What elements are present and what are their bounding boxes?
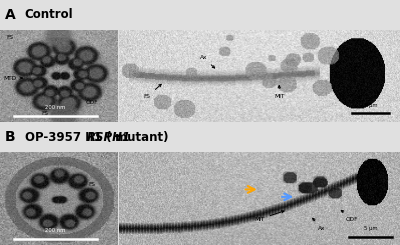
Text: B: B — [5, 130, 16, 145]
Text: 1 μm: 1 μm — [364, 103, 377, 108]
Text: Ax: Ax — [313, 218, 325, 231]
Text: A: A — [5, 8, 16, 22]
Text: ODF: ODF — [341, 210, 358, 221]
Text: MIT: MIT — [274, 86, 284, 99]
Text: MIT: MIT — [254, 211, 284, 221]
Text: OP-3957 II1 (: OP-3957 II1 ( — [25, 131, 111, 144]
Text: FS: FS — [88, 182, 96, 187]
Text: 200 nm: 200 nm — [45, 105, 66, 110]
Text: MTD: MTD — [3, 75, 22, 81]
Text: ODF: ODF — [86, 100, 98, 105]
Text: FS: FS — [144, 84, 161, 99]
Text: mutant): mutant) — [111, 131, 168, 144]
Text: 200 nm: 200 nm — [45, 228, 66, 233]
Text: Ax: Ax — [200, 55, 215, 68]
Text: FS: FS — [41, 111, 48, 116]
Text: Control: Control — [25, 8, 74, 22]
Text: RSPH1: RSPH1 — [87, 131, 131, 144]
Text: 5 μm: 5 μm — [364, 226, 377, 231]
Text: FS: FS — [6, 35, 13, 40]
